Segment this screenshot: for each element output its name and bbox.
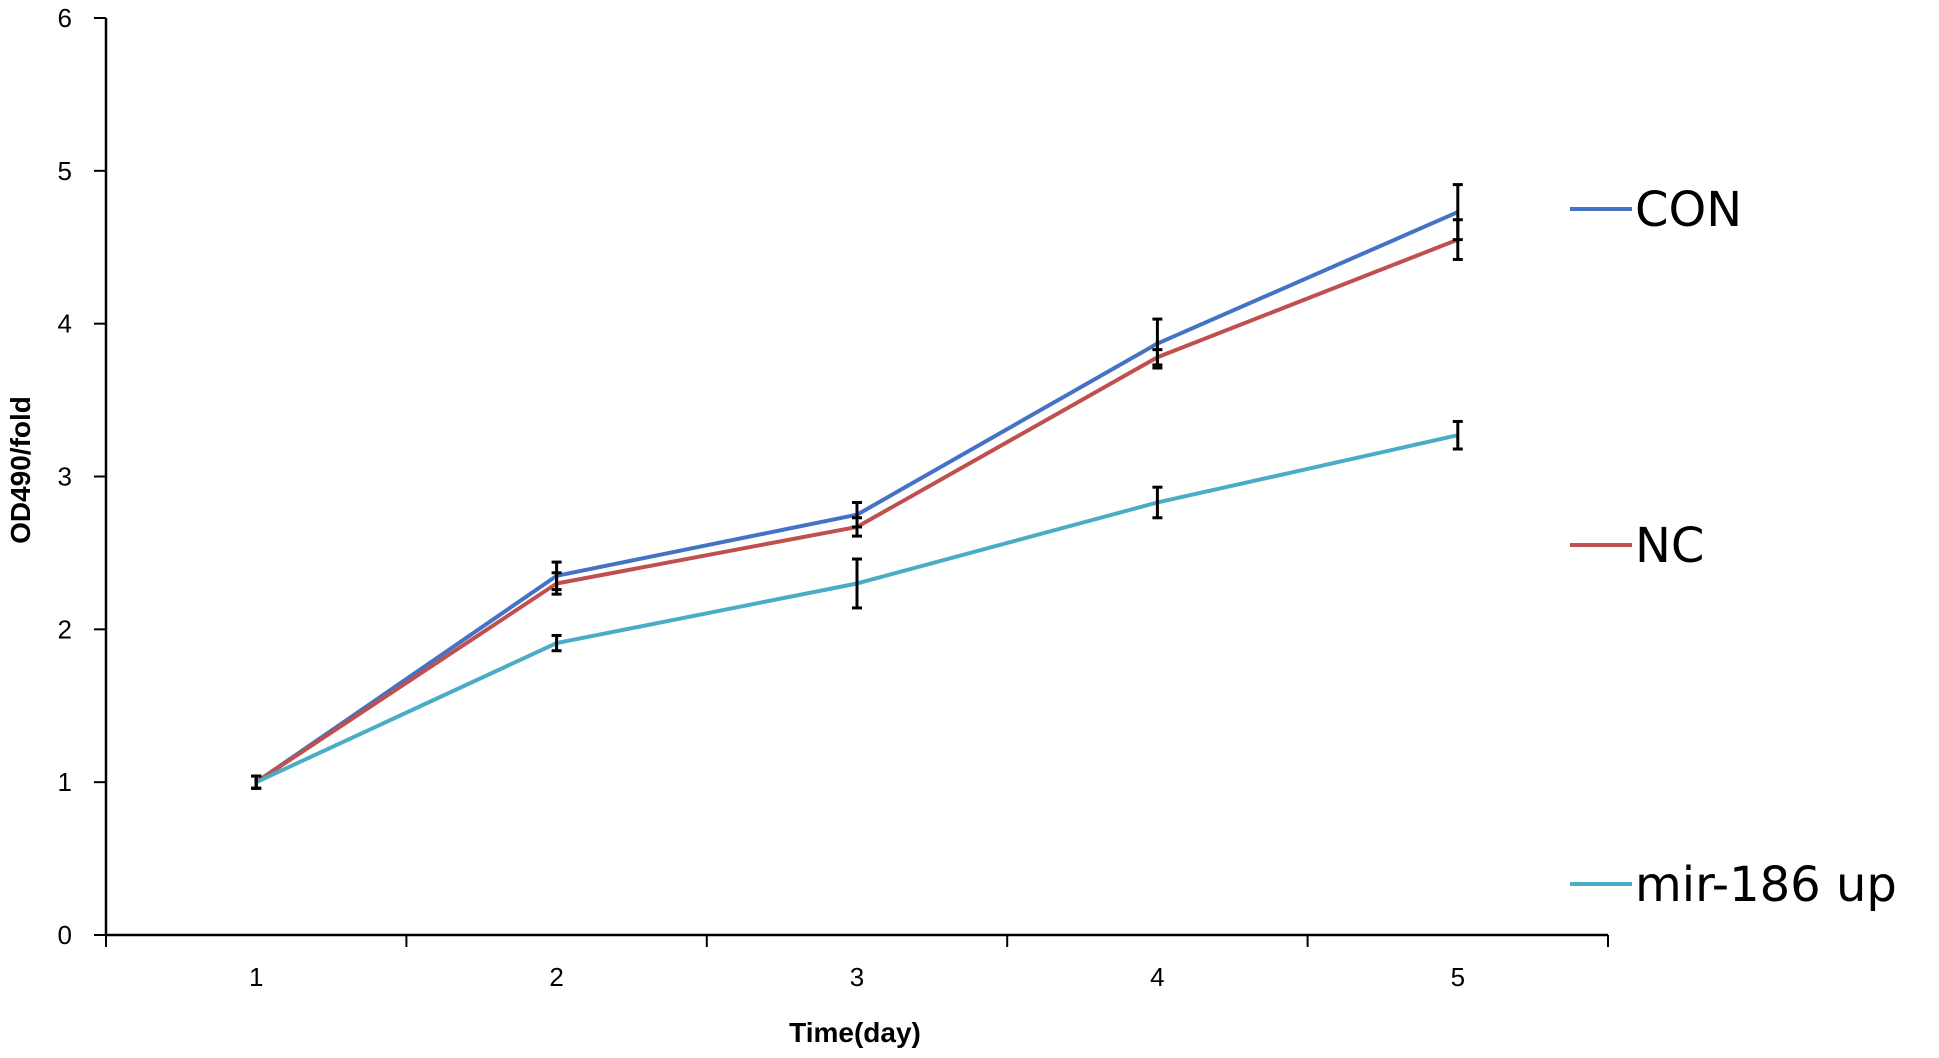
y-axis: 0 1 2 3 4 5 6 [58, 3, 108, 950]
y-axis-title: OD490/fold [5, 396, 36, 544]
error-bars [251, 183, 1463, 790]
y-tick-label: 3 [58, 462, 72, 492]
x-axis-title: Time(day) [789, 1017, 921, 1048]
legend-label: mir-186 up [1635, 857, 1897, 913]
error-bar [551, 633, 562, 653]
error-bar [551, 571, 562, 596]
legend-item: CON [1570, 182, 1742, 238]
legend: CON NC mir-186 up [1570, 182, 1897, 913]
x-axis: 1 2 3 4 5 [105, 933, 1609, 992]
error-bar [1152, 485, 1163, 520]
x-tick-label: 4 [1150, 962, 1164, 992]
y-tick-label: 2 [58, 614, 72, 644]
series-layer [255, 210, 1459, 784]
error-bar [852, 557, 862, 610]
error-bar [1452, 218, 1463, 261]
legend-item: NC [1570, 518, 1704, 574]
error-bar [1452, 419, 1463, 451]
legend-item: mir-186 up [1570, 857, 1897, 913]
legend-label: CON [1635, 182, 1742, 238]
x-tick-label: 5 [1451, 962, 1465, 992]
x-tick-label: 1 [249, 962, 263, 992]
x-tick-label: 3 [850, 962, 864, 992]
y-tick-label: 5 [58, 156, 72, 186]
legend-label: NC [1635, 518, 1704, 574]
y-tick-label: 6 [58, 3, 72, 33]
y-tick-label: 4 [58, 309, 72, 339]
error-bar [251, 774, 262, 790]
error-bar [852, 516, 862, 538]
y-tick-label: 1 [58, 767, 72, 797]
x-tick-label: 2 [549, 962, 563, 992]
error-bar [1152, 348, 1163, 367]
y-tick-label: 0 [58, 920, 72, 950]
